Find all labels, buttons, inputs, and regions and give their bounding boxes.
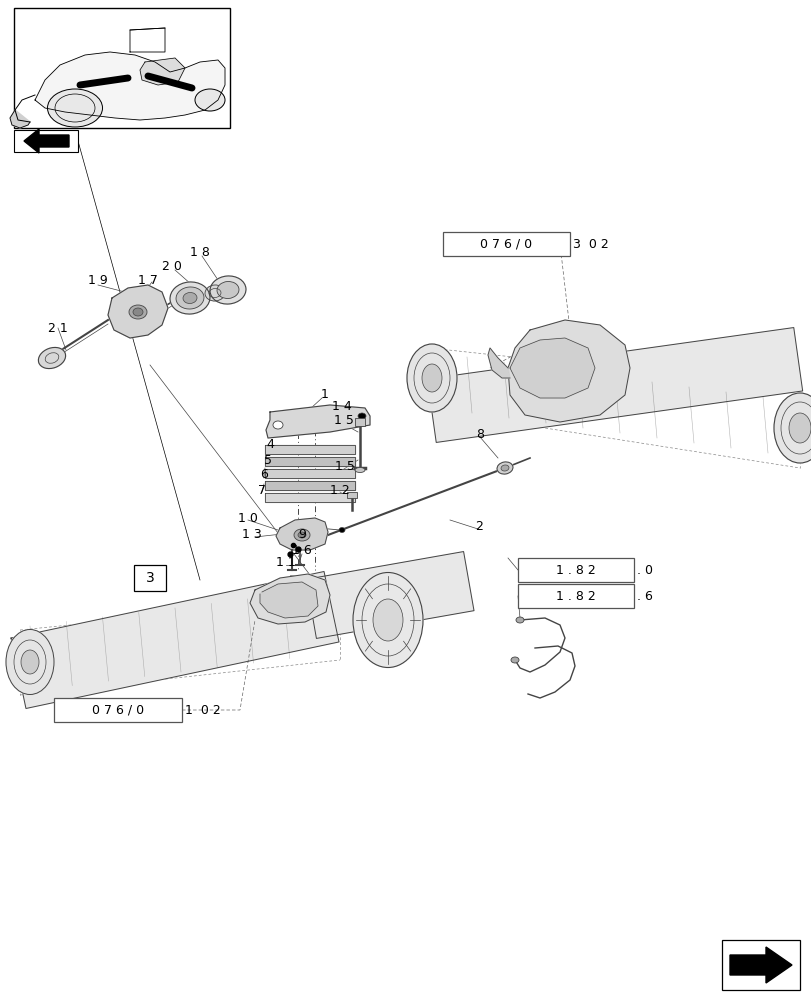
Polygon shape [139, 58, 185, 85]
Polygon shape [11, 572, 338, 708]
Ellipse shape [294, 529, 310, 541]
Ellipse shape [510, 657, 518, 663]
Ellipse shape [217, 281, 238, 299]
Ellipse shape [47, 89, 102, 127]
Ellipse shape [210, 276, 246, 304]
Ellipse shape [204, 285, 225, 301]
Text: 5: 5 [264, 454, 272, 466]
Text: . 0: . 0 [636, 564, 652, 576]
Ellipse shape [422, 364, 441, 392]
Ellipse shape [38, 347, 66, 369]
Ellipse shape [496, 462, 513, 474]
Polygon shape [24, 129, 69, 153]
Bar [14, 8, 230, 128]
Polygon shape [264, 469, 354, 478]
Text: 1 5: 1 5 [335, 460, 354, 473]
Text: 1 4: 1 4 [332, 399, 351, 412]
Bar [517, 558, 633, 582]
Ellipse shape [358, 413, 366, 419]
Bar [721, 940, 799, 990]
Text: 1 7: 1 7 [138, 273, 158, 286]
Ellipse shape [182, 292, 197, 304]
Text: 2 1: 2 1 [48, 322, 68, 334]
Bar [14, 130, 78, 152]
Polygon shape [266, 405, 370, 438]
Polygon shape [508, 320, 629, 422]
Text: 9: 9 [298, 528, 306, 542]
Polygon shape [276, 518, 328, 550]
Text: 4: 4 [266, 438, 273, 452]
Ellipse shape [354, 468, 365, 473]
Polygon shape [487, 348, 509, 378]
Ellipse shape [372, 599, 402, 641]
Text: 1 . 8 2: 1 . 8 2 [556, 564, 595, 576]
Ellipse shape [773, 393, 811, 463]
Bar [134, 565, 165, 591]
Text: 2: 2 [474, 520, 483, 534]
Polygon shape [35, 52, 225, 120]
Text: 2 0: 2 0 [162, 259, 182, 272]
Polygon shape [108, 285, 168, 338]
Bar [54, 698, 182, 722]
Polygon shape [264, 445, 354, 454]
Text: . 6: . 6 [636, 589, 652, 602]
Ellipse shape [195, 89, 225, 111]
Polygon shape [264, 493, 354, 502]
Text: 1 8: 1 8 [190, 245, 210, 258]
Text: 1: 1 [320, 388, 328, 401]
Polygon shape [306, 552, 474, 638]
Ellipse shape [169, 282, 210, 314]
Text: 1 3: 1 3 [242, 528, 262, 540]
Polygon shape [427, 328, 801, 442]
Bar [517, 584, 633, 608]
Ellipse shape [515, 617, 523, 623]
Polygon shape [729, 947, 791, 983]
Bar [443, 232, 569, 256]
Bar [346, 492, 357, 498]
Text: 1 5: 1 5 [333, 414, 354, 426]
Ellipse shape [353, 572, 423, 668]
Ellipse shape [298, 532, 306, 538]
Polygon shape [250, 574, 329, 624]
Text: 1 6: 1 6 [292, 544, 311, 558]
Ellipse shape [176, 287, 204, 309]
Ellipse shape [21, 650, 39, 674]
Ellipse shape [6, 630, 54, 694]
Text: 0 7 6 / 0: 0 7 6 / 0 [480, 237, 532, 250]
Polygon shape [264, 481, 354, 490]
Bar [354, 418, 365, 426]
Ellipse shape [500, 465, 508, 471]
Text: 1  0 2: 1 0 2 [185, 704, 221, 716]
Text: 3  0 2: 3 0 2 [573, 237, 608, 250]
Text: 1 2: 1 2 [330, 485, 350, 497]
Text: 1 1: 1 1 [276, 556, 295, 568]
Polygon shape [264, 457, 354, 466]
Text: 1 9: 1 9 [88, 273, 108, 286]
Ellipse shape [129, 305, 147, 319]
Ellipse shape [133, 308, 143, 316]
Ellipse shape [272, 421, 283, 429]
Polygon shape [509, 338, 594, 398]
Text: 8: 8 [475, 428, 483, 442]
Text: 7: 7 [258, 485, 266, 497]
Text: 1 0: 1 0 [238, 512, 258, 524]
Text: 3: 3 [145, 571, 154, 585]
Ellipse shape [338, 528, 345, 532]
Ellipse shape [788, 413, 810, 443]
Polygon shape [10, 110, 30, 128]
Text: 0 7 6 / 0: 0 7 6 / 0 [92, 704, 144, 716]
Text: 1 . 8 2: 1 . 8 2 [556, 589, 595, 602]
Polygon shape [260, 582, 318, 618]
Ellipse shape [406, 344, 457, 412]
Text: 6: 6 [260, 468, 268, 482]
